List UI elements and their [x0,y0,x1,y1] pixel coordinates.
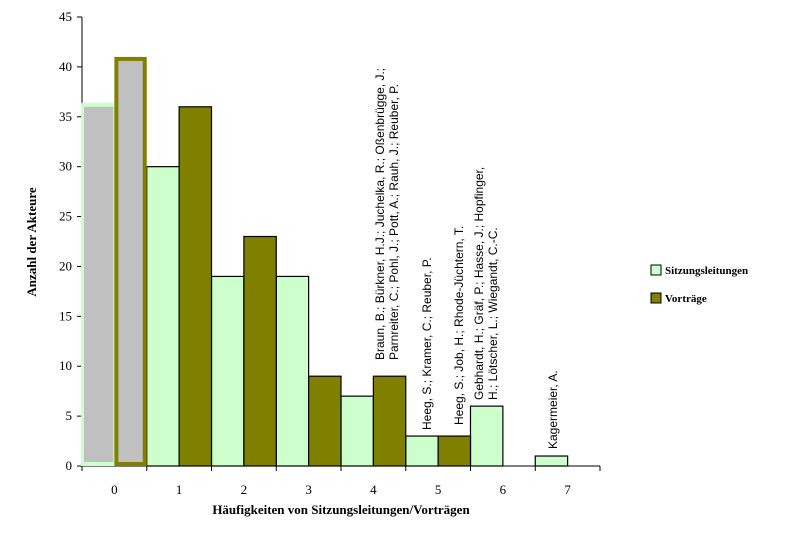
x-tick-label: 6 [500,482,507,497]
bar-sitzungsleitungen [275,275,310,467]
bar-vortraege [243,235,277,467]
annotation-line: Braun, B.; Bürkner, H.J.; Juchelka, R.; … [373,68,387,360]
legend-swatch [650,264,662,276]
x-tick-label: 5 [435,482,442,497]
y-tick-label: 5 [66,408,73,423]
y-tick-label: 30 [59,159,72,174]
legend-label: Sitzungsleitungen [665,265,748,277]
x-axis-title: Häufigkeiten von Sitzungsleitungen/Vortr… [212,502,470,517]
legend: Sitzungsleitungen Vorträge [650,264,748,305]
bar-sitzungsleitungen [469,405,504,467]
bar-vortraege [437,435,472,467]
annotation-label: Gebhardt, H.; Gräf, P.; Hasse, J.; Hopfi… [472,167,500,400]
bar-sitzungsleitungen [84,106,114,463]
y-tick-label: 10 [59,358,72,373]
annotation-line: H.; Lötscher, L.; Wiegandt, C.-C. [486,227,500,400]
y-axis-title: Anzahl der Akteure [24,187,39,297]
y-tick-label: 20 [59,258,72,273]
x-tick-label: 3 [305,482,312,497]
bar-sitzungsleitungen [210,275,245,467]
x-tick-label: 2 [241,482,248,497]
annotation-label: Heeg, S.; Kramer, C.; Reuber, P. [420,257,434,430]
x-tick-label: 0 [111,482,118,497]
y-tick-label: 15 [59,308,72,323]
y-tick-label: 35 [59,109,72,124]
y-tick-label: 0 [66,458,73,473]
annotation-line: Kagermeier, A. [546,370,560,449]
annotations: Braun, B.; Bürkner, H.J.; Juchelka, R.; … [373,68,560,449]
legend-label: Vorträge [665,293,707,305]
annotation-line: Gebhardt, H.; Gräf, P.; Hasse, J.; Hopfi… [472,167,486,400]
y-tick-label: 45 [59,9,72,24]
annotation-label: Kagermeier, A. [546,370,560,449]
bar-vortraege [114,56,147,467]
annotation-line: Parnreiter, C.; Pohl, J.; Pott, A.; Rauh… [387,84,401,360]
y-tick-label: 25 [59,209,72,224]
bars [81,56,569,467]
bar-vortraege [372,375,407,467]
annotation-label: Braun, B.; Bürkner, H.J.; Juchelka, R.; … [373,68,401,360]
bar-sitzungsleitungen [534,455,569,467]
bar-vortraege [178,106,213,467]
legend-swatch [650,292,662,304]
bar-vortraege [308,375,342,467]
annotation-label: Heeg, S.; Job, H.; Rhode-Jüchtern, T. [452,226,466,425]
annotation-line: Heeg, S.; Kramer, C.; Reuber, P. [420,257,434,430]
bar-sitzungsleitungen [146,166,180,467]
x-tick-label: 7 [564,482,571,497]
annotation-line: Heeg, S.; Job, H.; Rhode-Jüchtern, T. [452,226,466,425]
x-tick-label: 4 [370,482,377,497]
x-tick-label: 1 [176,482,183,497]
bar-sitzungsleitungen [340,395,374,467]
y-tick-label: 40 [59,59,72,74]
bar-sitzungsleitungen [405,435,439,467]
